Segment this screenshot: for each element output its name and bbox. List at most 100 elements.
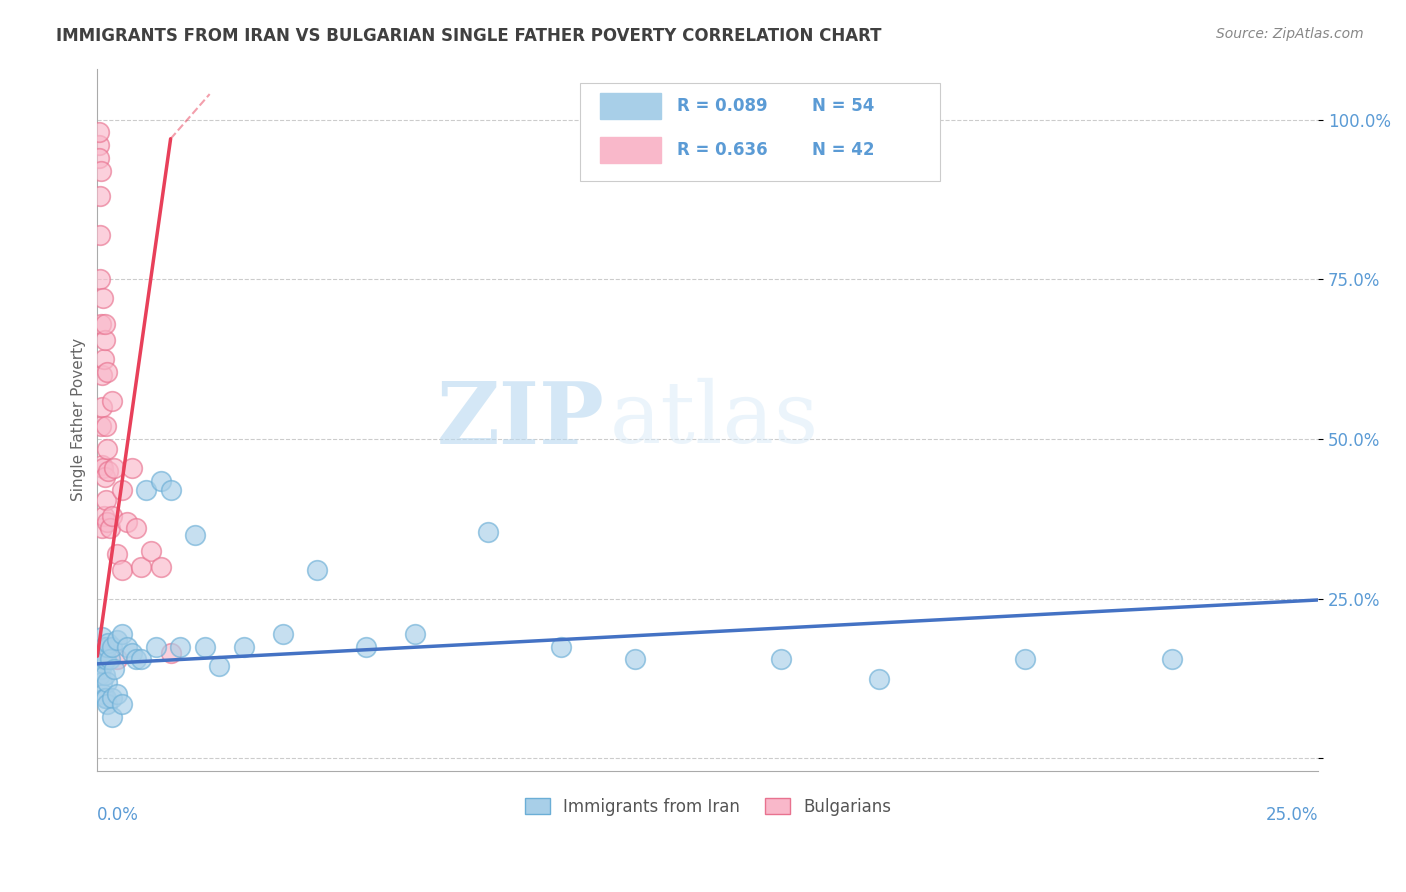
Point	[98, 652, 121, 666]
Point	[477, 524, 499, 539]
Point	[125, 521, 148, 535]
Point	[115, 640, 138, 654]
FancyBboxPatch shape	[579, 83, 939, 181]
Point	[87, 138, 110, 153]
Text: R = 0.089: R = 0.089	[678, 97, 768, 115]
Point	[149, 474, 172, 488]
Text: Source: ZipAtlas.com: Source: ZipAtlas.com	[1216, 27, 1364, 41]
Point	[97, 636, 120, 650]
Text: R = 0.636: R = 0.636	[678, 141, 768, 159]
Point	[97, 464, 120, 478]
Point	[404, 627, 426, 641]
Point	[89, 189, 111, 203]
Point	[91, 688, 114, 702]
Point	[770, 652, 793, 666]
Point	[89, 151, 111, 165]
Point	[91, 642, 114, 657]
Point	[90, 368, 112, 383]
Point	[96, 697, 118, 711]
Point	[94, 690, 117, 705]
Point	[1160, 652, 1182, 666]
Point	[91, 458, 114, 472]
Point	[90, 419, 112, 434]
Point	[93, 652, 115, 666]
Point	[307, 563, 329, 577]
Point	[93, 352, 115, 367]
Point	[169, 640, 191, 654]
Point	[93, 333, 115, 347]
Point	[232, 640, 254, 654]
Point	[145, 640, 167, 654]
Point	[89, 668, 111, 682]
Point	[89, 652, 111, 666]
Text: ZIP: ZIP	[436, 378, 605, 462]
Point	[94, 492, 117, 507]
Point	[91, 630, 114, 644]
Point	[105, 688, 128, 702]
Point	[111, 563, 134, 577]
Point	[89, 125, 111, 139]
Point	[159, 483, 181, 497]
Point	[90, 163, 112, 178]
Point	[131, 559, 153, 574]
Point	[94, 419, 117, 434]
Legend: Immigrants from Iran, Bulgarians: Immigrants from Iran, Bulgarians	[517, 791, 898, 822]
Point	[131, 652, 153, 666]
Point	[115, 515, 138, 529]
Point	[96, 365, 118, 379]
Point	[184, 528, 207, 542]
Point	[91, 674, 114, 689]
Text: IMMIGRANTS FROM IRAN VS BULGARIAN SINGLE FATHER POVERTY CORRELATION CHART: IMMIGRANTS FROM IRAN VS BULGARIAN SINGLE…	[56, 27, 882, 45]
Point	[1014, 652, 1036, 666]
Point	[96, 515, 118, 529]
Text: N = 54: N = 54	[811, 97, 875, 115]
Point	[93, 690, 115, 705]
Point	[90, 646, 112, 660]
FancyBboxPatch shape	[600, 94, 661, 119]
Point	[96, 442, 118, 456]
Point	[121, 460, 143, 475]
Y-axis label: Single Father Poverty: Single Father Poverty	[72, 338, 86, 501]
Point	[91, 656, 114, 670]
Point	[90, 317, 112, 331]
Text: atlas: atlas	[610, 378, 820, 461]
Point	[94, 652, 117, 666]
Point	[101, 393, 124, 408]
Point	[868, 672, 890, 686]
Point	[101, 690, 124, 705]
Point	[271, 627, 294, 641]
Point	[194, 640, 217, 654]
Text: N = 42: N = 42	[811, 141, 875, 159]
Text: 0.0%: 0.0%	[97, 806, 139, 824]
Point	[139, 543, 162, 558]
Text: 25.0%: 25.0%	[1265, 806, 1319, 824]
Point	[101, 710, 124, 724]
Point	[89, 658, 111, 673]
Point	[103, 662, 125, 676]
Point	[159, 646, 181, 660]
Point	[103, 460, 125, 475]
Point	[135, 483, 157, 497]
Point	[94, 668, 117, 682]
Point	[354, 640, 377, 654]
Point	[91, 400, 114, 414]
Point	[101, 508, 124, 523]
Point	[105, 547, 128, 561]
Point	[91, 646, 114, 660]
Point	[208, 658, 231, 673]
Point	[89, 272, 111, 286]
Point	[91, 460, 114, 475]
Point	[105, 633, 128, 648]
Point	[111, 627, 134, 641]
Point	[91, 292, 114, 306]
Point	[90, 662, 112, 676]
Point	[111, 483, 134, 497]
Point	[550, 640, 572, 654]
FancyBboxPatch shape	[600, 137, 661, 163]
Point	[93, 640, 115, 654]
Point	[96, 674, 118, 689]
Point	[121, 646, 143, 660]
Point	[98, 521, 121, 535]
Point	[149, 559, 172, 574]
Point	[91, 521, 114, 535]
